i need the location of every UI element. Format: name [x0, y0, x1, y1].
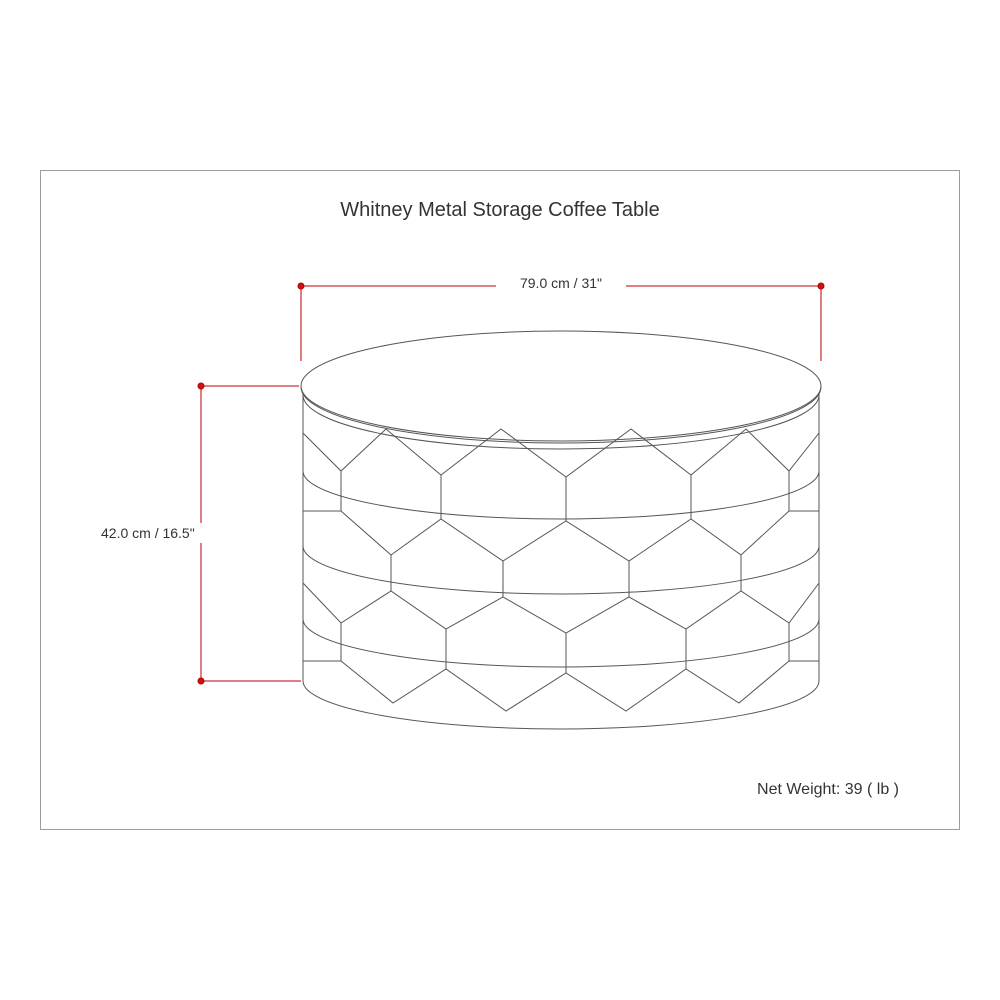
width-dimension-label: 79.0 cm / 31": [520, 275, 602, 291]
drawing-frame: Whitney Metal Storage Coffee Table: [40, 170, 960, 830]
dimension-diagram: 79.0 cm / 31" 42.0 cm / 16.5": [41, 171, 959, 829]
net-weight-label: Net Weight: 39 ( lb ): [757, 781, 899, 799]
height-dimension-label: 42.0 cm / 16.5": [101, 525, 195, 541]
